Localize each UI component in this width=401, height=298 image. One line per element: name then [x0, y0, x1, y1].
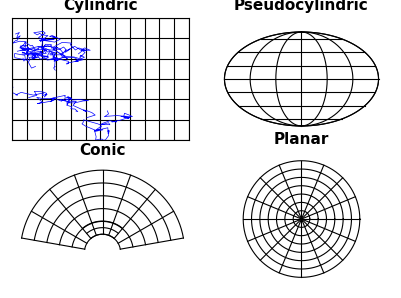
- Title: Conic: Conic: [79, 143, 126, 158]
- Title: Cylindric: Cylindric: [63, 0, 138, 13]
- Title: Pseudocylindric: Pseudocylindric: [233, 0, 368, 13]
- Title: Planar: Planar: [273, 132, 328, 147]
- Polygon shape: [224, 32, 378, 126]
